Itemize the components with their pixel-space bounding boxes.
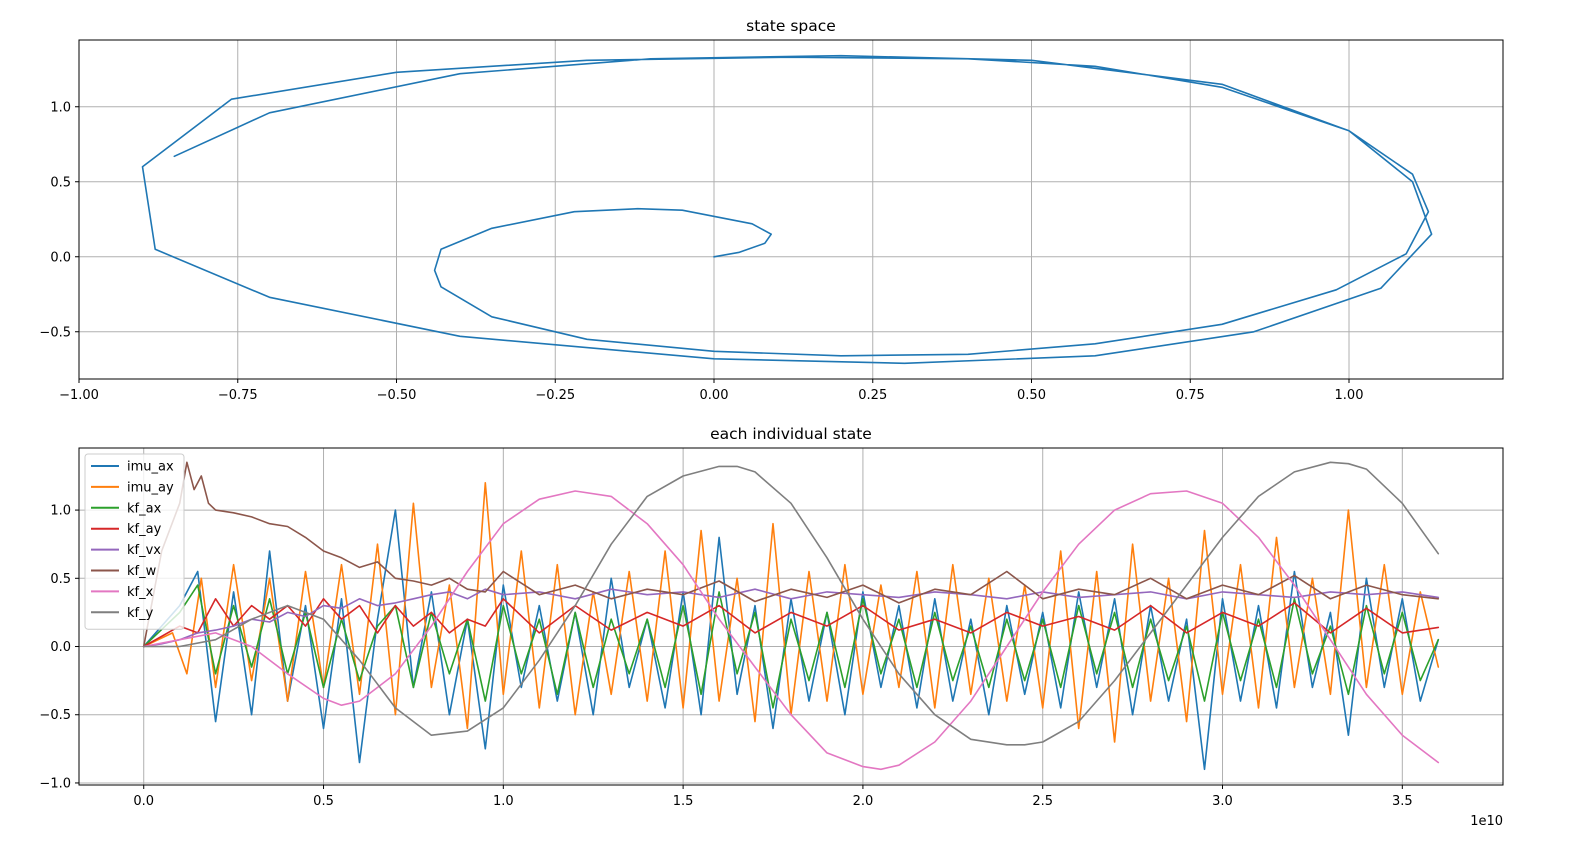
series-line-kf-x: [142, 490, 1440, 771]
y-tick-label: 1.0: [50, 100, 71, 115]
series-line-kf-ax: [142, 584, 1440, 709]
x-tick-label: 0.50: [1017, 388, 1046, 403]
legend-label: kf_y: [127, 606, 154, 621]
legend: imu_ax imu_ay kf_ax kf_ay kf_vx kf_w kf_x kf_y: [84, 453, 185, 630]
x-tick-label: 0.75: [1176, 388, 1205, 403]
series-group: [141, 54, 1433, 365]
series-line-kf-ay: [142, 597, 1440, 648]
series-line-kf-vx: [142, 588, 1440, 648]
series-line-kf-w: [142, 461, 1440, 648]
plot-frame: [78, 39, 1504, 380]
series-group: [142, 461, 1440, 771]
y-tick-label: −1.0: [39, 776, 71, 791]
state-space-chart: −1.00 −0.75 −0.50 −0.25 0.00 0.25 0.50 0.75 1.00…: [39, 17, 1504, 403]
y-tick-label: 0.5: [50, 572, 71, 587]
x-tick-label: 2.5: [1032, 794, 1053, 809]
y-tick-label: −0.5: [39, 708, 71, 723]
x-tick-label: 1.00: [1335, 388, 1364, 403]
x-tick-label: 2.0: [853, 794, 874, 809]
x-tick-label: 0.25: [858, 388, 887, 403]
legend-label: kf_ax: [127, 501, 162, 516]
legend-label: imu_ay: [127, 480, 174, 495]
x-tick-label: −0.50: [377, 388, 417, 403]
x-tick-label: 1.0: [493, 794, 514, 809]
legend-label: imu_ax: [127, 460, 174, 475]
x-tick-label: 3.0: [1212, 794, 1233, 809]
legend-label: kf_x: [127, 585, 154, 600]
series-line-kf-y: [142, 461, 1440, 746]
x-tick-label: 0.00: [700, 388, 729, 403]
x-tick-label: 1.5: [673, 794, 694, 809]
y-tick-label: −0.5: [39, 325, 71, 340]
legend-label: kf_ay: [127, 522, 162, 537]
legend-label: kf_vx: [127, 543, 161, 558]
x-tick-label: 0.0: [133, 794, 154, 809]
legend-label: kf_w: [127, 564, 157, 579]
chart-title: each individual state: [710, 425, 872, 443]
series-line-0: [141, 54, 1433, 365]
x-tick-label: 3.5: [1392, 794, 1413, 809]
x-offset-label: 1e10: [1470, 814, 1503, 829]
x-tick-label: −0.75: [218, 388, 258, 403]
y-tick-label: 0.0: [50, 640, 71, 655]
plot-frame: [78, 447, 1504, 786]
y-tick-label: 0.0: [50, 250, 71, 265]
y-tick-label: 1.0: [50, 504, 71, 519]
y-tick-label: 0.5: [50, 175, 71, 190]
x-tick-label: −1.00: [59, 388, 99, 403]
chart-title: state space: [746, 17, 836, 35]
individual-state-chart: 0.0 0.5 1.0 1.5 2.0 2.5 3.0 3.5 −1.0 −0.5 0.0 0.5 1.…: [39, 425, 1504, 829]
legend-box: [84, 453, 185, 630]
x-tick-label: −0.25: [535, 388, 575, 403]
x-tick-label: 0.5: [313, 794, 334, 809]
